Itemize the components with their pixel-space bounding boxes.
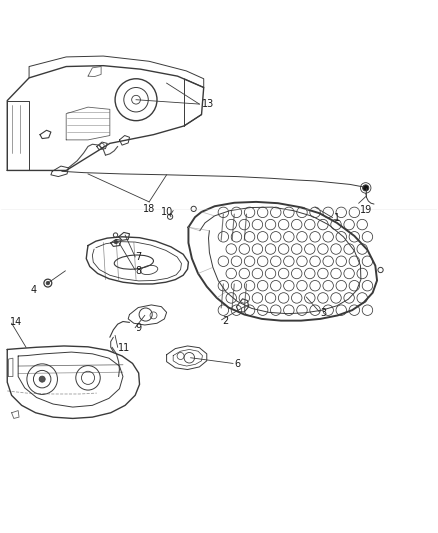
Circle shape xyxy=(39,376,45,382)
Circle shape xyxy=(363,185,369,191)
Text: 13: 13 xyxy=(201,99,214,109)
Text: 3: 3 xyxy=(321,308,327,318)
Text: 18: 18 xyxy=(143,204,155,214)
Text: 10: 10 xyxy=(161,207,173,217)
Text: 8: 8 xyxy=(135,266,141,276)
Text: 4: 4 xyxy=(30,285,36,295)
Text: 14: 14 xyxy=(11,317,22,327)
Circle shape xyxy=(114,240,118,244)
Text: 6: 6 xyxy=(234,359,240,369)
Circle shape xyxy=(46,281,49,285)
Text: 1: 1 xyxy=(334,213,340,223)
Text: 2: 2 xyxy=(223,316,229,326)
Text: 19: 19 xyxy=(360,205,372,215)
Text: 9: 9 xyxy=(135,324,141,334)
Text: 7: 7 xyxy=(135,252,141,262)
Text: 11: 11 xyxy=(118,343,130,353)
